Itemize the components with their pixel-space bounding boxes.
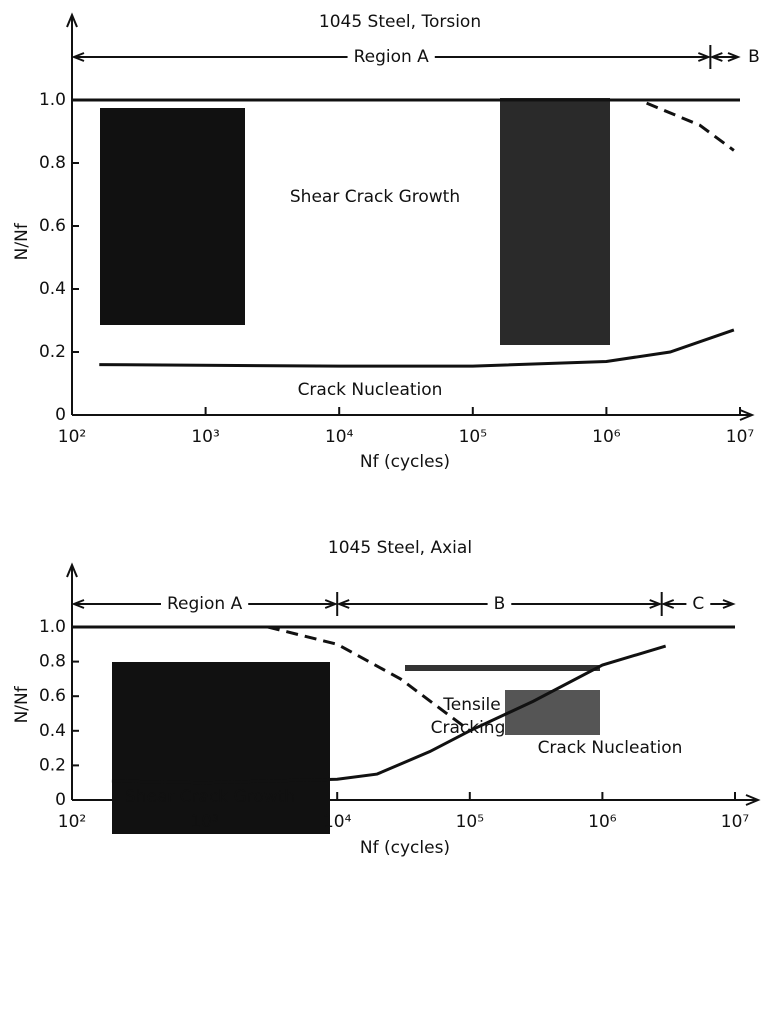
y-axis-label: N/Nf: [12, 222, 32, 260]
region-label: B: [748, 47, 760, 67]
x-axis-label: Nf (cycles): [360, 452, 450, 472]
arrow-head: [697, 52, 712, 62]
axis-arrow: [745, 794, 761, 806]
arrow-head: [71, 599, 85, 609]
arrow-head: [336, 599, 350, 609]
annotation: Crack Nucleation: [298, 380, 443, 400]
x-tick-label: 10²: [58, 427, 86, 447]
y-axis-label: N/Nf: [12, 685, 32, 723]
region-label: B: [494, 594, 506, 614]
micrograph: [112, 662, 330, 834]
curve: [99, 328, 735, 368]
label-gap: [487, 594, 512, 614]
micrograph: [500, 98, 610, 345]
x-tick-label: 10³: [191, 427, 219, 447]
arrow-head: [722, 599, 736, 609]
chart-title: 1045 Steel, Axial: [328, 538, 472, 558]
x-axis-label: Nf (cycles): [360, 838, 450, 858]
label-gap: [347, 47, 435, 67]
x-tick-label: 10⁴: [323, 812, 352, 832]
y-tick-label: 0.4: [39, 721, 66, 741]
y-tick-label: 0.2: [39, 342, 66, 362]
arrow-head: [709, 52, 723, 62]
curve: [646, 101, 735, 152]
chart-title: 1045 Steel, Torsion: [319, 12, 481, 32]
region-label: C: [692, 594, 704, 614]
x-tick-label: 10⁶: [588, 812, 617, 832]
region-label: Region A: [167, 594, 243, 614]
label-gap: [160, 594, 249, 614]
annotation: Tensile: [442, 695, 501, 715]
y-tick-label: 0.8: [39, 153, 66, 173]
arrow-head: [649, 599, 663, 609]
y-tick-label: 0: [55, 405, 66, 425]
micrograph: [405, 665, 600, 671]
y-tick-label: 0.6: [39, 216, 66, 236]
x-tick-label: 10²: [58, 812, 86, 832]
x-tick-label: 10⁷: [726, 427, 755, 447]
y-tick-label: 0: [55, 790, 66, 810]
annotation: Cracking: [431, 718, 506, 738]
y-tick-label: 0.2: [39, 755, 66, 775]
label-gap: [686, 594, 711, 614]
axis-arrow: [66, 12, 78, 28]
y-tick-label: 0.8: [39, 652, 66, 672]
annotation: Shear Crack Growth: [290, 187, 460, 207]
x-tick-label: 10³: [190, 812, 218, 832]
arrow-head: [71, 52, 85, 62]
x-tick-label: 10⁴: [325, 427, 354, 447]
annotation: Crack Nucleation: [538, 738, 683, 758]
arrow-head: [661, 599, 675, 609]
region-label: Region A: [354, 47, 430, 67]
curve: [111, 644, 667, 785]
micrograph: [505, 690, 600, 735]
y-tick-label: 1.0: [39, 90, 66, 110]
y-tick-label: 0.4: [39, 279, 66, 299]
x-tick-label: 10⁶: [592, 427, 621, 447]
x-tick-label: 10⁵: [456, 812, 484, 832]
annotation: Shear Crack Growth: [125, 787, 295, 807]
axis-arrow: [66, 562, 78, 578]
x-tick-label: 10⁷: [721, 812, 750, 832]
x-tick-label: 10⁵: [459, 427, 487, 447]
micrograph: [100, 108, 245, 325]
y-tick-label: 1.0: [39, 617, 66, 637]
y-tick-label: 0.6: [39, 686, 66, 706]
arrow-head: [727, 52, 741, 62]
arrow-head: [324, 599, 338, 609]
axis-arrow: [739, 409, 755, 421]
